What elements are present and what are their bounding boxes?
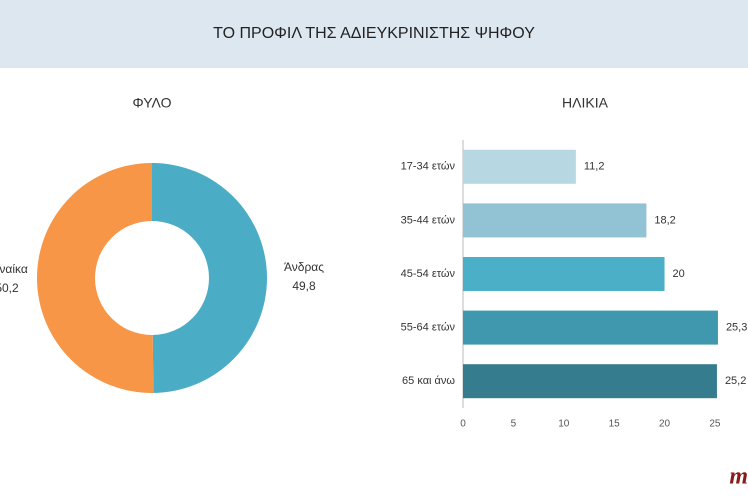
bar [463, 257, 665, 291]
y-tick-label: 17-34 ετών [401, 161, 456, 173]
pie-title: ΦΥΛΟ [133, 95, 172, 111]
bar [463, 310, 718, 345]
slice-value: 50,2 [0, 281, 19, 295]
x-tick-label: 0 [460, 419, 466, 430]
y-tick-label: 45-54 ετών [401, 268, 456, 280]
value-label: 11,2 [584, 161, 605, 173]
bar-title: ΗΛΙΚΙΑ [562, 95, 609, 111]
bar [463, 203, 647, 238]
logo: m [729, 464, 748, 490]
x-tick-label: 5 [511, 419, 517, 430]
y-tick-label: 65 και άνω [402, 375, 455, 387]
bar [463, 364, 717, 399]
slice-label: Γυναίκα [0, 262, 28, 276]
slice-value: 49,8 [292, 279, 316, 293]
value-label: 25,3 [726, 322, 747, 334]
header-band [0, 0, 748, 68]
slice-label: Άνδρας [284, 260, 324, 274]
value-label: 20 [673, 268, 685, 280]
y-tick-label: 55-64 ετών [401, 322, 456, 334]
value-label: 18,2 [654, 214, 675, 226]
pie-slice [152, 163, 267, 393]
x-tick-label: 25 [709, 419, 721, 430]
x-tick-label: 15 [609, 419, 621, 430]
x-tick-label: 20 [659, 419, 671, 430]
bar [463, 149, 576, 184]
pie-slice [36, 163, 154, 393]
y-tick-label: 35-44 ετών [401, 214, 456, 226]
header-title: ΤΟ ΠΡΟΦΙΛ ΤΗΣ ΑΔΙΕΥΚΡΙΝΙΣΤΗΣ ΨΗΦΟΥ [213, 25, 535, 42]
x-tick-label: 10 [558, 419, 570, 430]
value-label: 25,2 [725, 375, 746, 387]
